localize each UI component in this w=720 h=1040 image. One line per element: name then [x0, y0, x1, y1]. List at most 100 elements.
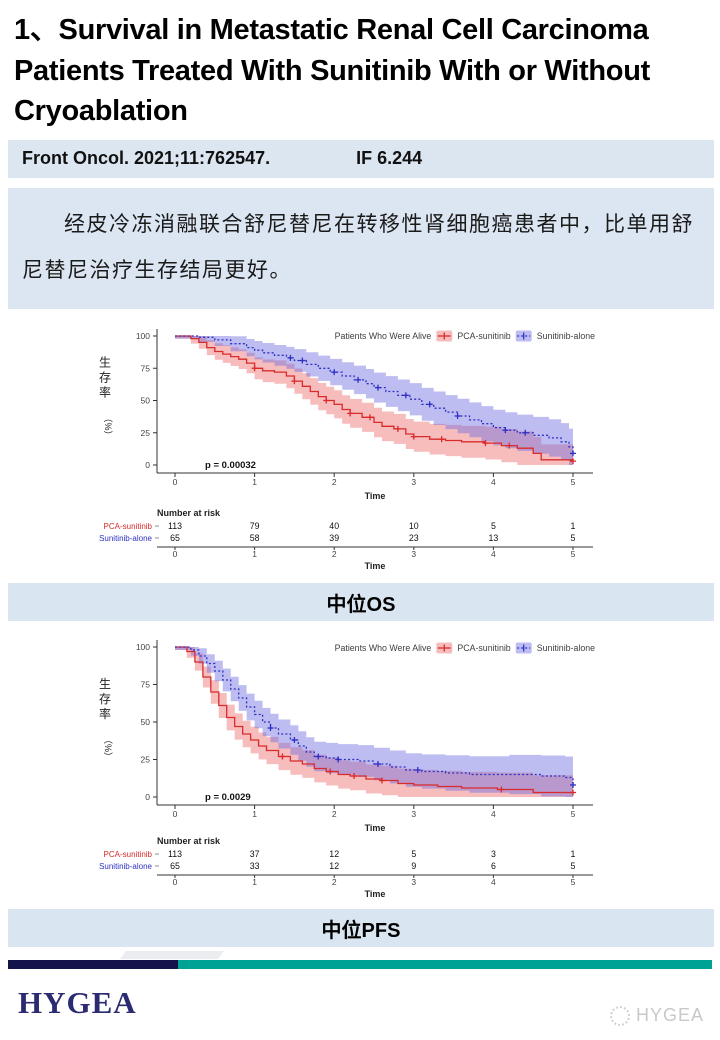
legend-title: Patients Who Were Alive: [335, 331, 432, 341]
footer-bar-teal-segment: [178, 960, 712, 970]
confidence-band-Sunitinib-alone: [175, 336, 573, 466]
p-value: p = 0.00032: [205, 460, 256, 471]
risk-tick-label: 4: [491, 549, 496, 559]
survival-curve-Sunitinib-alone: [175, 646, 574, 786]
x-tick-label: 3: [411, 809, 416, 819]
x-tick-label: 5: [571, 809, 576, 819]
risk-tick-label: 0: [173, 877, 178, 887]
risk-value: 39: [329, 533, 339, 543]
impact-factor: IF 6.244: [356, 148, 423, 169]
risk-value: 9: [411, 861, 416, 871]
x-tick-label: 3: [411, 477, 416, 487]
footer-bar-navy-segment: [8, 960, 178, 970]
risk-x-axis-title: Time: [365, 889, 386, 899]
y-tick-label: 50: [141, 396, 151, 406]
y-tick-label: 75: [141, 680, 151, 690]
x-axis-title: Time: [365, 823, 386, 833]
footer-accent-bar: [8, 951, 712, 970]
section-label-os: 中位OS: [326, 593, 396, 616]
x-tick-label: 2: [332, 809, 337, 819]
risk-tick-label: 3: [411, 549, 416, 559]
confidence-band-Sunitinib-alone: [175, 647, 573, 798]
x-tick-label: 5: [571, 477, 576, 487]
risk-value: 33: [250, 861, 260, 871]
legend-label: PCA-sunitinib: [457, 643, 510, 653]
x-axis-title: Time: [365, 491, 386, 501]
y-tick-label: 0: [145, 460, 150, 470]
risk-tick-label: 2: [332, 877, 337, 887]
risk-value: 37: [250, 849, 260, 859]
y-tick-label: 25: [141, 755, 151, 765]
y-axis-title-unit: （%）: [103, 735, 113, 761]
risk-row-label: Sunitinib-alone: [99, 534, 152, 543]
x-tick-label: 1: [252, 477, 257, 487]
risk-tick-label: 1: [252, 549, 257, 559]
risk-value: 1: [571, 521, 576, 531]
risk-row-label: PCA-sunitinib: [104, 522, 153, 531]
risk-value: 5: [571, 861, 576, 871]
confidence-band-PCA-sunitinib: [175, 647, 573, 798]
summary-block: 经皮冷冻消融联合舒尼替尼在转移性肾细胞癌患者中，比单用舒尼替尼治疗生存结局更好。: [8, 187, 714, 310]
risk-x-axis-title: Time: [365, 561, 386, 571]
risk-value: 65: [170, 861, 180, 871]
risk-value: 13: [489, 533, 499, 543]
slide-title: 1、Survival in Metastatic Renal Cell Carc…: [14, 14, 650, 128]
x-tick-label: 0: [173, 809, 178, 819]
legend-label: Sunitinib-alone: [537, 643, 595, 653]
risk-row-label: PCA-sunitinib: [104, 850, 153, 859]
summary-text: 经皮冷冻消融联合舒尼替尼在转移性肾细胞癌患者中，比单用舒尼替尼治疗生存结局更好。: [22, 212, 694, 282]
x-tick-label: 4: [491, 809, 496, 819]
risk-value: 12: [329, 849, 339, 859]
risk-value: 6: [491, 861, 496, 871]
km-plot-pfs: 0 25 50 75 100 0 1 2 3 4 5 Time 生存率（%） p = 0.0029 Suni…: [85, 635, 625, 904]
risk-tick-label: 2: [332, 549, 337, 559]
risk-tick-label: 1: [252, 877, 257, 887]
km-plot-os: 0 25 50 75 100 0 1 2 3 4 5 Time 生存率（%） p = 0.00032 Sun…: [85, 323, 625, 578]
risk-tick-label: 0: [173, 549, 178, 559]
watermark-text: HYGEA: [635, 1005, 704, 1025]
y-tick-label: 100: [136, 642, 150, 652]
legend-title: Patients Who Were Alive: [335, 643, 432, 653]
y-axis-title-char: 生: [99, 356, 111, 370]
y-tick-label: 75: [141, 364, 151, 374]
risk-table-title: Number at risk: [157, 508, 221, 518]
risk-value: 113: [168, 521, 182, 531]
section-band-os: 中位OS: [8, 583, 714, 622]
risk-value: 5: [491, 521, 496, 531]
risk-value: 40: [329, 521, 339, 531]
risk-value: 1: [571, 849, 576, 859]
x-tick-label: 4: [491, 477, 496, 487]
watermark-globe-icon: [609, 1005, 630, 1026]
risk-value: 65: [170, 533, 180, 543]
y-tick-label: 0: [145, 792, 150, 802]
watermark: HYGEA: [609, 1005, 704, 1026]
y-axis-title-char: 率: [99, 385, 111, 400]
x-tick-label: 0: [173, 477, 178, 487]
risk-tick-label: 4: [491, 877, 496, 887]
footer-ghost-shape: [120, 951, 224, 960]
y-axis-title-unit: （%）: [103, 414, 113, 440]
risk-value: 5: [571, 533, 576, 543]
y-tick-label: 25: [141, 428, 151, 438]
risk-value: 79: [250, 521, 260, 531]
risk-table-title: Number at risk: [157, 836, 221, 846]
survival-curve-PCA-sunitinib: [175, 335, 574, 462]
y-axis-title-char: 存: [99, 692, 111, 706]
risk-value: 58: [250, 533, 260, 543]
brand-logo-text: HYGEA: [18, 985, 137, 1021]
legend-label: Sunitinib-alone: [537, 331, 595, 341]
risk-value: 23: [409, 533, 419, 543]
x-tick-label: 1: [252, 809, 257, 819]
y-axis-title-char: 率: [99, 706, 111, 721]
section-band-pfs: 中位PFS: [8, 909, 714, 948]
risk-tick-label: 5: [571, 877, 576, 887]
citation-text: Front Oncol. 2021;11:762547.: [22, 148, 271, 169]
risk-value: 12: [329, 861, 339, 871]
y-axis-title-char: 存: [99, 371, 111, 385]
confidence-band-PCA-sunitinib: [175, 336, 573, 466]
section-label-pfs: 中位PFS: [321, 919, 401, 942]
y-tick-label: 100: [136, 331, 150, 341]
